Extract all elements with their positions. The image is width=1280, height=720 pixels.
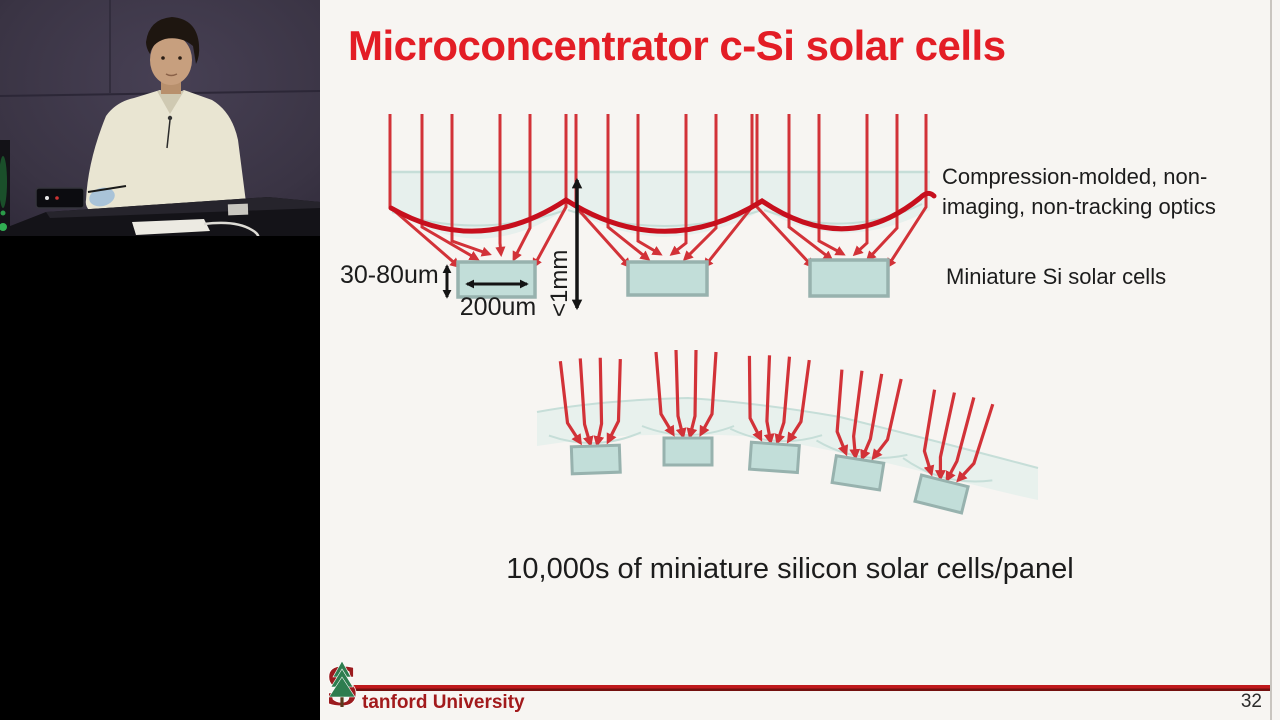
collar <box>157 91 184 114</box>
eye <box>161 56 165 60</box>
slide-right-edge <box>1270 0 1272 720</box>
slide: Microconcentrator c-Si solar cells <box>320 0 1280 720</box>
pen <box>87 185 127 193</box>
panel-unit <box>815 369 908 492</box>
face <box>150 35 192 85</box>
mouth <box>165 73 178 77</box>
panel-unit <box>729 355 823 475</box>
solar-cell <box>662 436 714 467</box>
panel-unit <box>902 389 995 515</box>
speaker <box>85 17 249 218</box>
panel-units <box>548 350 995 515</box>
lapel-mic <box>167 115 173 121</box>
cell-width-dimension-label: 200um <box>459 293 537 321</box>
optics-label: Compression-molded, non- imaging, non-tr… <box>942 162 1216 222</box>
eye <box>178 56 182 60</box>
solar-cell <box>830 454 886 492</box>
lens-profile-curve <box>388 190 937 234</box>
footer-wordmark: tanford University <box>362 692 525 713</box>
green-led <box>0 223 7 231</box>
solar-cell <box>569 443 622 476</box>
hair <box>146 17 200 64</box>
hand <box>89 187 115 207</box>
stanford-logo: S <box>325 656 359 716</box>
video-letterbox <box>0 236 320 240</box>
speaker-scene <box>0 0 321 242</box>
equipment-light <box>55 196 59 200</box>
page-number: 32 <box>1240 691 1262 712</box>
green-led <box>0 210 6 216</box>
solar-cell <box>626 260 709 297</box>
solar-cell <box>808 258 890 298</box>
logo-tree-icon <box>328 660 356 707</box>
speaker-video <box>0 0 321 242</box>
solar-cell <box>747 440 801 475</box>
mic-cable <box>166 119 171 149</box>
curved-optic-sheet <box>537 398 1038 500</box>
shirt <box>85 90 249 218</box>
av-equipment <box>35 187 85 209</box>
microconcentrator-cross-section-diagram <box>388 114 937 311</box>
panel-unit <box>548 357 642 476</box>
optic-thickness-dimension-label: <1mm <box>546 249 573 317</box>
desk-top <box>46 197 320 218</box>
paper <box>132 219 210 235</box>
remote <box>227 203 249 216</box>
equipment-light <box>45 196 49 200</box>
solar-cell <box>913 473 970 515</box>
slide-caption: 10,000s of miniature silicon solar cells… <box>506 553 1074 585</box>
miniature-cells-label: Miniature Si solar cells <box>946 264 1167 289</box>
light-rays <box>388 114 928 269</box>
solar-cells <box>456 258 890 299</box>
green-glow <box>0 156 7 208</box>
page-title: Microconcentrator c-Si solar cells <box>348 22 1006 69</box>
footer-rule <box>350 685 1272 691</box>
dimension-arrows <box>442 177 583 311</box>
curved-panel-diagram <box>536 350 1039 515</box>
panel-unit <box>641 350 735 467</box>
optics-label-line2: imaging, non-tracking optics <box>942 194 1216 219</box>
solar-cell <box>456 260 537 299</box>
optics-label-line1: Compression-molded, non- <box>942 164 1208 189</box>
cell-height-dimension-label: 30-80um <box>340 261 439 289</box>
